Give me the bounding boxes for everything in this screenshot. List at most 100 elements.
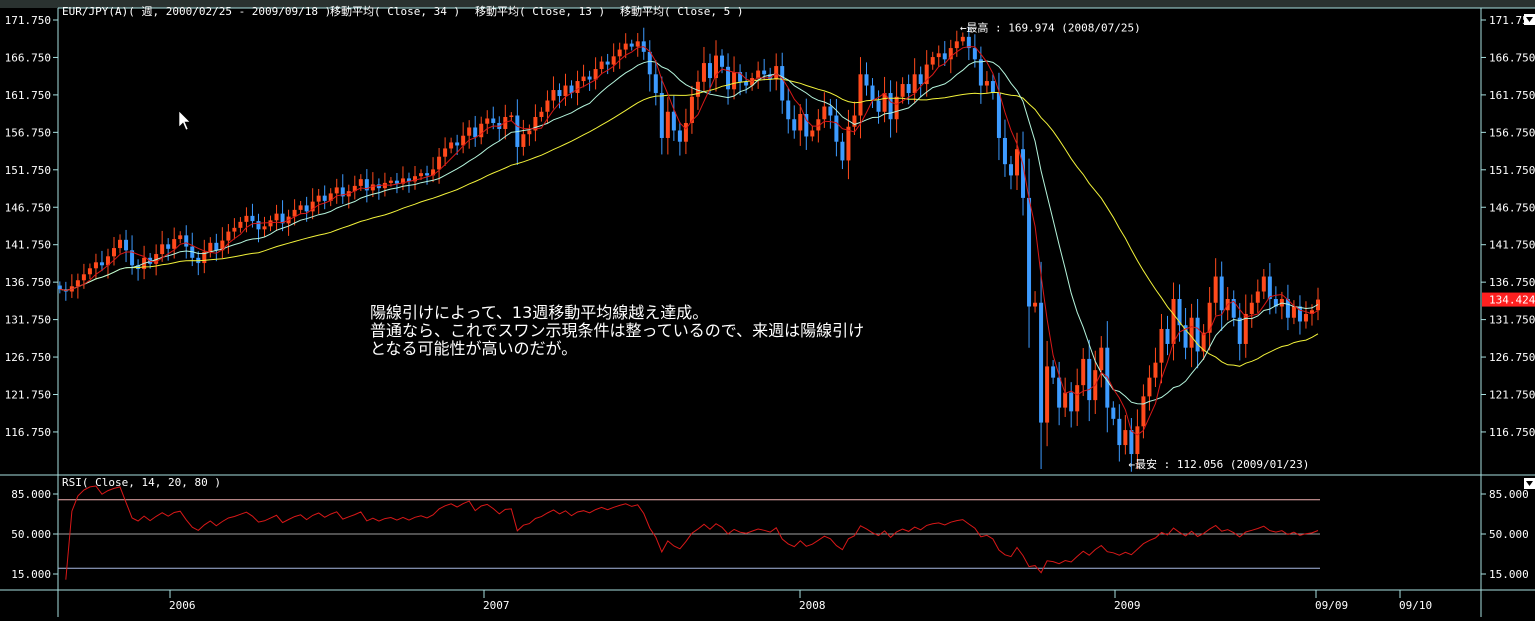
candle-body xyxy=(322,195,327,201)
candle xyxy=(1147,365,1152,411)
candle-body xyxy=(810,130,815,137)
x-tick-label: 09/09 xyxy=(1315,599,1348,612)
candle xyxy=(473,115,478,147)
candle xyxy=(437,148,442,184)
candle-body xyxy=(1297,306,1302,322)
candle-body xyxy=(1051,366,1056,378)
candle-body xyxy=(629,43,634,47)
candle-body xyxy=(774,66,779,80)
candle-body xyxy=(906,84,911,94)
candle-body xyxy=(1267,276,1272,300)
candle-body xyxy=(972,48,977,60)
candle xyxy=(1201,324,1206,361)
y-tick-label-right: 151.750 xyxy=(1489,164,1535,177)
last-price-badge xyxy=(1482,292,1535,307)
candle-body xyxy=(93,262,98,269)
extreme-annotation-low: ←最安 : 112.056 (2009/01/23) xyxy=(1128,457,1309,471)
candle xyxy=(1057,361,1062,426)
candle-body xyxy=(455,142,460,146)
candle xyxy=(623,33,628,59)
candle-body xyxy=(521,134,526,147)
candle xyxy=(112,236,116,266)
candle xyxy=(1033,291,1038,313)
candle xyxy=(876,90,881,124)
candle-body xyxy=(792,119,797,131)
candle xyxy=(1008,155,1013,190)
candle xyxy=(1002,119,1007,177)
candle xyxy=(1213,258,1218,316)
candle xyxy=(858,57,863,139)
candle xyxy=(376,178,381,200)
candle xyxy=(990,74,995,100)
candle xyxy=(1183,307,1188,360)
candle xyxy=(220,227,225,259)
candle xyxy=(563,73,568,106)
dropdown-triangle-icon xyxy=(1526,17,1533,22)
rsi-pane-menu-button[interactable] xyxy=(1524,478,1535,489)
price-pane-menu-button[interactable] xyxy=(1524,14,1535,25)
candle-body xyxy=(394,180,399,184)
rsi-tick-label-right: 85.000 xyxy=(1489,488,1529,501)
candle-body xyxy=(485,118,490,124)
candle xyxy=(936,45,941,67)
candle xyxy=(136,259,141,281)
candle xyxy=(647,40,652,92)
candle-body xyxy=(244,215,249,222)
candle-body xyxy=(623,43,628,50)
candle-body xyxy=(701,63,706,82)
candle-body xyxy=(1057,377,1062,408)
candle xyxy=(918,66,923,98)
candle xyxy=(208,237,213,258)
candle xyxy=(87,263,92,280)
candle-body xyxy=(852,115,857,127)
candle-body xyxy=(1219,276,1224,311)
candle-body xyxy=(563,85,568,97)
candle xyxy=(629,39,634,51)
y-tick-label-right: 136.750 xyxy=(1489,276,1535,289)
candle xyxy=(671,95,676,141)
x-tick-label: 2006 xyxy=(169,599,196,612)
candle-body xyxy=(695,81,700,97)
candle xyxy=(1051,360,1056,385)
candle xyxy=(888,80,893,138)
candle-body xyxy=(605,61,610,65)
candle xyxy=(689,85,694,134)
candle-body xyxy=(1021,149,1026,198)
y-tick-label-right: 161.750 xyxy=(1489,89,1535,102)
candle xyxy=(1039,261,1044,470)
y-tick-label-right: 156.750 xyxy=(1489,126,1535,139)
candle xyxy=(1316,287,1320,321)
candle xyxy=(984,71,989,94)
candle-body xyxy=(1249,302,1254,314)
candle-body xyxy=(1165,328,1170,344)
candle-body xyxy=(220,240,225,251)
candle-body xyxy=(1045,366,1050,423)
y-tick-label-left: 146.750 xyxy=(5,201,51,214)
candle xyxy=(960,32,965,46)
y-tick-label-right: 116.750 xyxy=(1489,426,1535,439)
candle-body xyxy=(954,41,959,49)
candle-body xyxy=(990,81,995,94)
candle xyxy=(1303,301,1308,329)
candle xyxy=(846,109,851,180)
candle xyxy=(1177,284,1182,342)
candle-body xyxy=(804,113,809,137)
candle xyxy=(906,74,911,105)
candle xyxy=(178,231,183,244)
candle-body xyxy=(551,90,556,101)
candle xyxy=(364,169,369,203)
candle-body xyxy=(798,113,803,131)
candle-body xyxy=(1207,302,1212,333)
candle xyxy=(852,101,857,135)
candle-body xyxy=(575,81,580,94)
candle-body xyxy=(738,72,743,82)
candle xyxy=(298,201,303,215)
candle-body xyxy=(112,248,116,257)
candle xyxy=(1219,261,1224,331)
y-tick-label-left: 156.750 xyxy=(5,126,51,139)
candle-body xyxy=(473,127,478,138)
candle xyxy=(497,116,502,142)
chart-title: EUR/JPY(A)( 週, 2000/02/25 - 2009/09/18 ) xyxy=(62,5,331,18)
candle-body xyxy=(557,90,562,97)
